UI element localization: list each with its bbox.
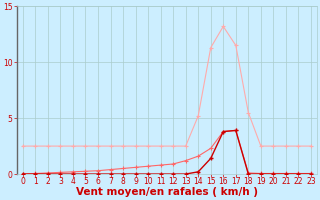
X-axis label: Vent moyen/en rafales ( km/h ): Vent moyen/en rafales ( km/h ) (76, 187, 258, 197)
